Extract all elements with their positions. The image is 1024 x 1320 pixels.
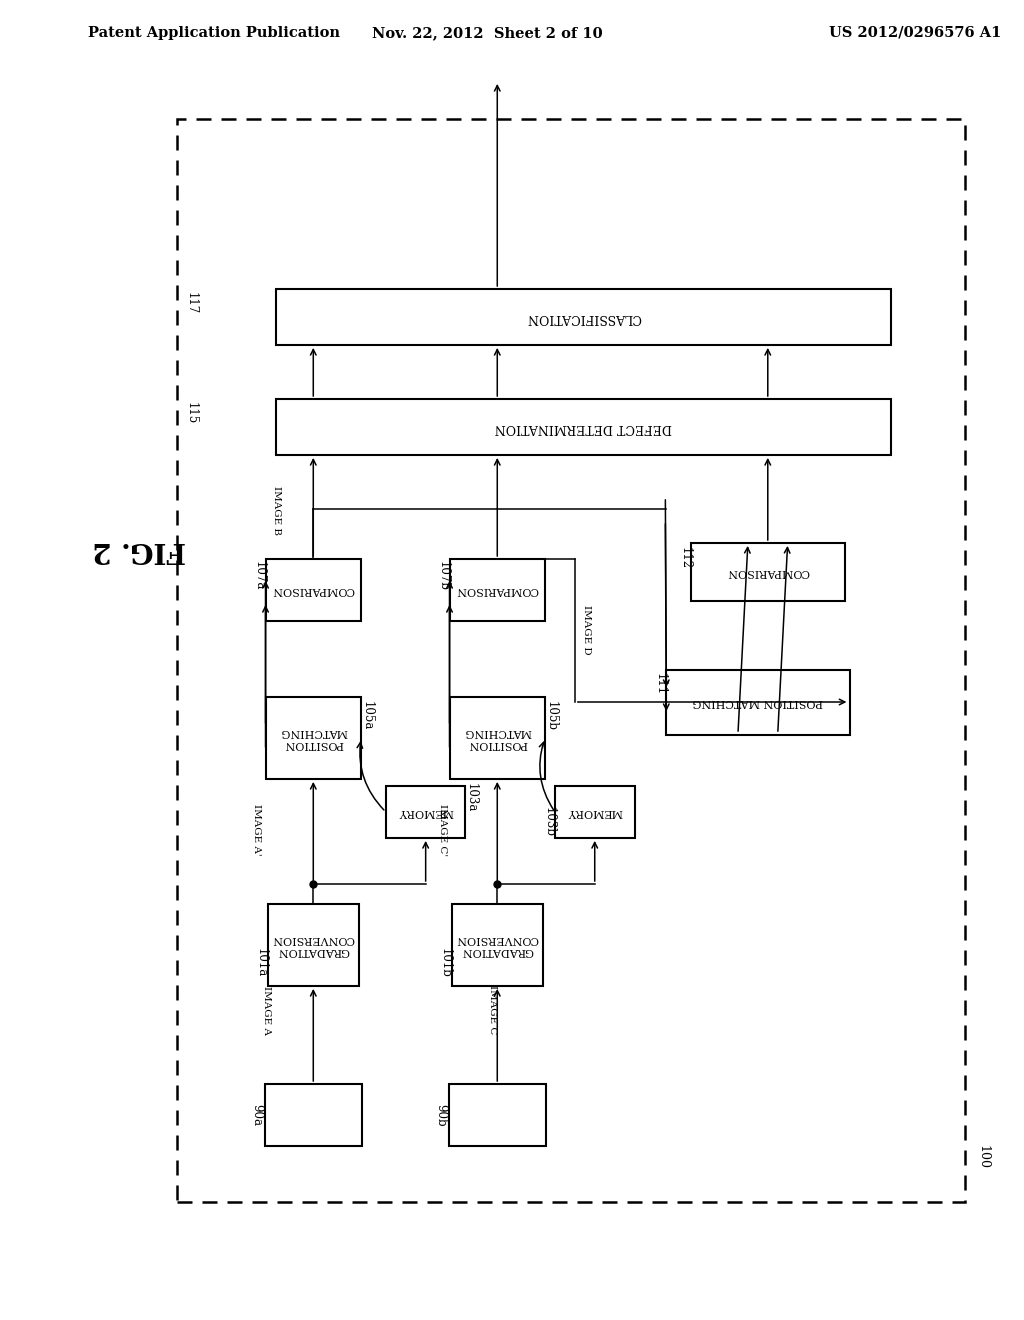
Text: COMPARISON: COMPARISON: [456, 585, 539, 595]
Text: IMAGE A': IMAGE A': [252, 804, 261, 855]
Text: FIG. 2: FIG. 2: [92, 536, 186, 564]
Text: GRADATION
CONVERSION: GRADATION CONVERSION: [456, 935, 539, 956]
Text: POSITION
MATCHING: POSITION MATCHING: [280, 727, 347, 748]
Text: IMAGE A: IMAGE A: [262, 986, 271, 1035]
Text: 101b: 101b: [439, 948, 452, 978]
FancyBboxPatch shape: [450, 697, 545, 779]
FancyBboxPatch shape: [666, 669, 850, 734]
Text: 103b: 103b: [543, 807, 555, 837]
Text: US 2012/0296576 A1: US 2012/0296576 A1: [828, 26, 1001, 40]
FancyBboxPatch shape: [264, 1084, 362, 1146]
Text: 107a: 107a: [253, 561, 266, 590]
Text: 90b: 90b: [434, 1104, 447, 1126]
FancyBboxPatch shape: [265, 697, 361, 779]
Text: 101a: 101a: [255, 948, 268, 978]
Text: COMPARISON: COMPARISON: [272, 585, 354, 595]
Text: 111: 111: [654, 673, 667, 696]
Text: Nov. 22, 2012  Sheet 2 of 10: Nov. 22, 2012 Sheet 2 of 10: [372, 26, 603, 40]
Text: DEFECT DETERMINATION: DEFECT DETERMINATION: [496, 421, 673, 433]
FancyBboxPatch shape: [450, 558, 545, 620]
Text: GRADATION
CONVERSION: GRADATION CONVERSION: [272, 935, 354, 956]
Text: IMAGE C': IMAGE C': [438, 804, 447, 857]
Text: 90a: 90a: [250, 1104, 263, 1126]
Text: 105a: 105a: [360, 701, 374, 731]
Text: CLASSIFICATION: CLASSIFICATION: [526, 310, 641, 323]
Text: IMAGE B: IMAGE B: [272, 486, 281, 535]
FancyBboxPatch shape: [452, 904, 543, 986]
Text: POSITION MATCHING: POSITION MATCHING: [692, 697, 823, 708]
Text: COMPARISON: COMPARISON: [726, 568, 809, 577]
FancyBboxPatch shape: [276, 399, 891, 455]
Text: IMAGE C: IMAGE C: [487, 985, 497, 1035]
Text: MEMORY: MEMORY: [567, 807, 623, 817]
Text: 100: 100: [976, 1144, 989, 1170]
Text: 117: 117: [184, 292, 198, 314]
Text: IMAGE D: IMAGE D: [583, 605, 591, 655]
FancyBboxPatch shape: [276, 289, 891, 345]
Text: 112: 112: [679, 546, 692, 569]
FancyBboxPatch shape: [691, 543, 845, 601]
FancyBboxPatch shape: [449, 1084, 546, 1146]
FancyBboxPatch shape: [555, 785, 635, 838]
Text: 103a: 103a: [465, 783, 478, 813]
Text: 105b: 105b: [545, 701, 557, 731]
Text: POSITION
MATCHING: POSITION MATCHING: [464, 727, 531, 748]
Text: MEMORY: MEMORY: [398, 807, 454, 817]
Text: 115: 115: [184, 401, 198, 424]
FancyBboxPatch shape: [267, 904, 359, 986]
Text: Patent Application Publication: Patent Application Publication: [87, 26, 340, 40]
FancyBboxPatch shape: [265, 558, 361, 620]
FancyBboxPatch shape: [386, 785, 466, 838]
Text: 107b: 107b: [437, 561, 451, 591]
